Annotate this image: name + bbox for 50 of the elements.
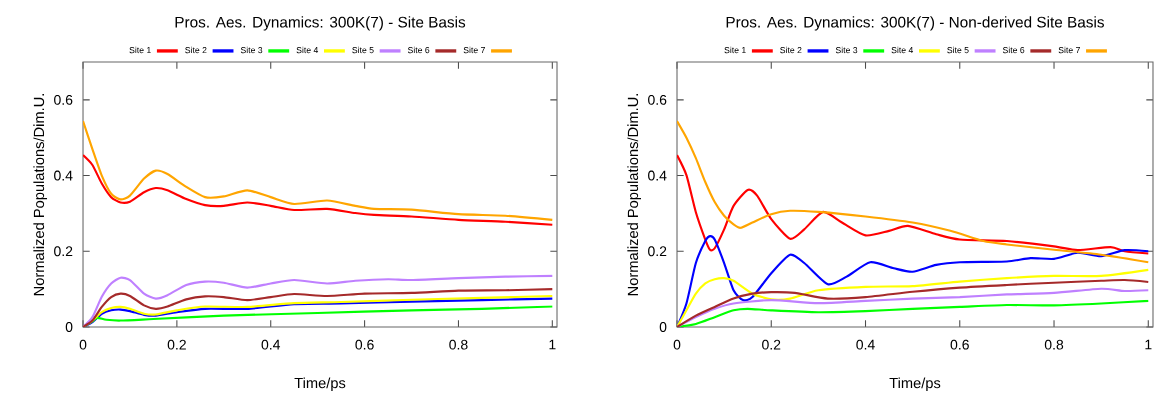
x-tick-label: 0.4 bbox=[261, 339, 281, 350]
x-tick-label: 0.8 bbox=[449, 339, 468, 350]
line-series bbox=[83, 274, 554, 327]
x-tick-label: 0.6 bbox=[355, 339, 374, 350]
line-series bbox=[83, 119, 554, 221]
legend-label: Site 7 bbox=[1058, 46, 1080, 54]
y-tick-label: 0 bbox=[65, 322, 73, 332]
x-axis-title: Time/ps bbox=[294, 377, 346, 392]
y-tick-label: 0.6 bbox=[54, 94, 73, 105]
y-tick-label: 0.4 bbox=[648, 170, 667, 181]
line-series bbox=[677, 278, 1150, 327]
legend-label: Site 3 bbox=[240, 46, 263, 54]
legend-label: Site 2 bbox=[185, 46, 207, 54]
y-tick-label: 0.4 bbox=[54, 170, 73, 181]
x-tick-label: 0.2 bbox=[762, 339, 781, 350]
legend-label: Site 1 bbox=[129, 46, 151, 54]
x-tick-label: 0.6 bbox=[950, 339, 969, 350]
legend-label: Site 3 bbox=[835, 46, 858, 54]
line-series bbox=[83, 154, 554, 226]
legend-label: Site 4 bbox=[296, 46, 319, 54]
x-tick-label: 1 bbox=[549, 339, 556, 350]
x-tick-label: 0 bbox=[79, 339, 87, 350]
y-tick-label: 0 bbox=[659, 322, 667, 332]
x-tick-label: 0.4 bbox=[856, 339, 875, 350]
legend-label: Site 6 bbox=[1002, 46, 1025, 54]
line-series bbox=[677, 154, 1150, 255]
legend-label: Site 7 bbox=[463, 46, 485, 54]
line-series bbox=[83, 288, 554, 327]
chart-title: Pros. Aes. Dynamics: 300K(7) - Site Basis bbox=[175, 16, 466, 31]
y-tick-label: 0.2 bbox=[648, 246, 667, 257]
y-axis-title: Normalized Populations/Dim.U. bbox=[627, 93, 641, 296]
legend-label: Site 4 bbox=[891, 46, 914, 54]
line-series bbox=[677, 235, 1150, 327]
line-series bbox=[677, 268, 1150, 327]
legend-label: Site 2 bbox=[780, 46, 802, 54]
y-tick-label: 0.6 bbox=[648, 94, 667, 105]
legend-label: Site 5 bbox=[352, 46, 374, 54]
line-series bbox=[677, 299, 1150, 327]
y-tick-label: 0.2 bbox=[54, 246, 73, 257]
x-tick-label: 0 bbox=[673, 339, 681, 350]
x-tick-label: 0.2 bbox=[167, 339, 186, 350]
y-axis-title: Normalized Populations/Dim.U. bbox=[33, 93, 48, 296]
line-series bbox=[677, 119, 1150, 264]
legend-label: Site 5 bbox=[947, 46, 969, 54]
legend-label: Site 6 bbox=[407, 46, 430, 54]
chart-title: Pros. Aes. Dynamics: 300K(7) - Non-derived Site Basis bbox=[726, 16, 1104, 31]
x-axis-title: Time/ps bbox=[889, 377, 941, 392]
x-tick-label: 1 bbox=[1145, 339, 1152, 350]
x-tick-label: 0.8 bbox=[1044, 339, 1064, 350]
legend-label: Site 1 bbox=[724, 46, 746, 54]
